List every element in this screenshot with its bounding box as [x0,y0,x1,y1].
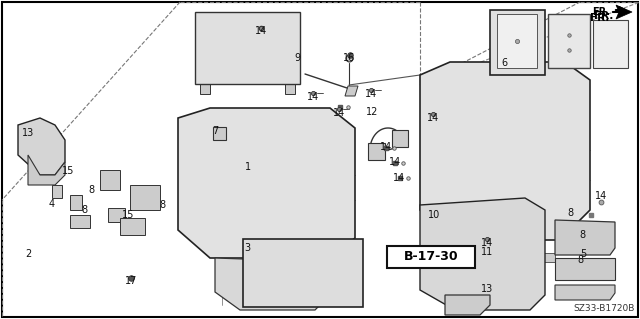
Polygon shape [323,227,343,239]
Polygon shape [28,155,65,185]
Text: 6: 6 [501,58,507,68]
Text: 8: 8 [88,185,94,195]
Text: 15: 15 [122,210,134,220]
Text: 10: 10 [428,210,440,220]
Text: 14: 14 [481,238,493,248]
FancyBboxPatch shape [387,246,475,268]
Polygon shape [420,198,545,310]
Text: 2: 2 [25,249,31,259]
Polygon shape [392,130,408,147]
Polygon shape [345,86,358,96]
Text: SZ33-B1720B: SZ33-B1720B [573,304,635,313]
Text: 13: 13 [481,284,493,294]
Polygon shape [548,14,590,68]
Text: 14: 14 [333,108,345,118]
Polygon shape [420,62,590,240]
Text: 16: 16 [343,53,355,63]
Text: 14: 14 [427,113,439,123]
Text: B-17-30: B-17-30 [404,250,458,263]
Text: 11: 11 [481,247,493,257]
Polygon shape [490,10,545,75]
Polygon shape [210,115,230,135]
Text: 14: 14 [365,89,377,99]
Polygon shape [263,227,278,239]
Text: 13: 13 [22,128,34,138]
Polygon shape [213,127,226,140]
Polygon shape [200,84,210,94]
Polygon shape [593,20,628,68]
Polygon shape [555,285,615,300]
Text: FR.: FR. [589,13,609,23]
Text: 8: 8 [579,230,585,240]
Polygon shape [178,108,355,258]
Bar [243,239,363,307]
Text: 14: 14 [595,191,607,201]
Polygon shape [555,258,615,280]
Bar [195,12,300,84]
Polygon shape [285,84,295,94]
Polygon shape [18,118,65,175]
Polygon shape [497,14,537,68]
Polygon shape [445,295,490,315]
Text: 8: 8 [159,200,165,210]
Text: 9: 9 [294,53,300,63]
Text: 8: 8 [81,205,87,215]
Polygon shape [616,5,632,19]
Text: 14: 14 [389,157,401,167]
Polygon shape [215,258,330,310]
Text: 4: 4 [49,199,55,209]
Polygon shape [70,215,90,228]
Text: 5: 5 [580,249,586,259]
Text: FR.: FR. [592,7,610,17]
Polygon shape [100,170,120,190]
Text: 14: 14 [307,92,319,102]
Polygon shape [120,218,145,235]
Text: FR.: FR. [594,11,613,21]
Text: 12: 12 [366,107,378,117]
Text: 17: 17 [125,276,137,286]
Text: 14: 14 [380,142,392,152]
Text: 15: 15 [62,166,74,176]
Text: 3: 3 [244,243,250,253]
Text: 8: 8 [567,208,573,218]
Polygon shape [130,185,160,210]
Polygon shape [555,220,615,255]
Polygon shape [540,253,555,262]
Polygon shape [368,143,385,160]
Polygon shape [52,185,62,198]
Text: 8: 8 [577,255,583,265]
Polygon shape [70,195,82,210]
Text: 14: 14 [255,26,267,36]
Text: 14: 14 [393,173,405,183]
Polygon shape [108,208,125,222]
Text: 7: 7 [212,126,218,136]
Text: 1: 1 [245,162,251,172]
